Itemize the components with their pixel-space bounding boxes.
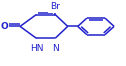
Text: N: N bbox=[52, 44, 59, 53]
Text: HN: HN bbox=[30, 44, 43, 53]
Text: Br: Br bbox=[50, 2, 60, 11]
Text: O: O bbox=[1, 22, 9, 31]
